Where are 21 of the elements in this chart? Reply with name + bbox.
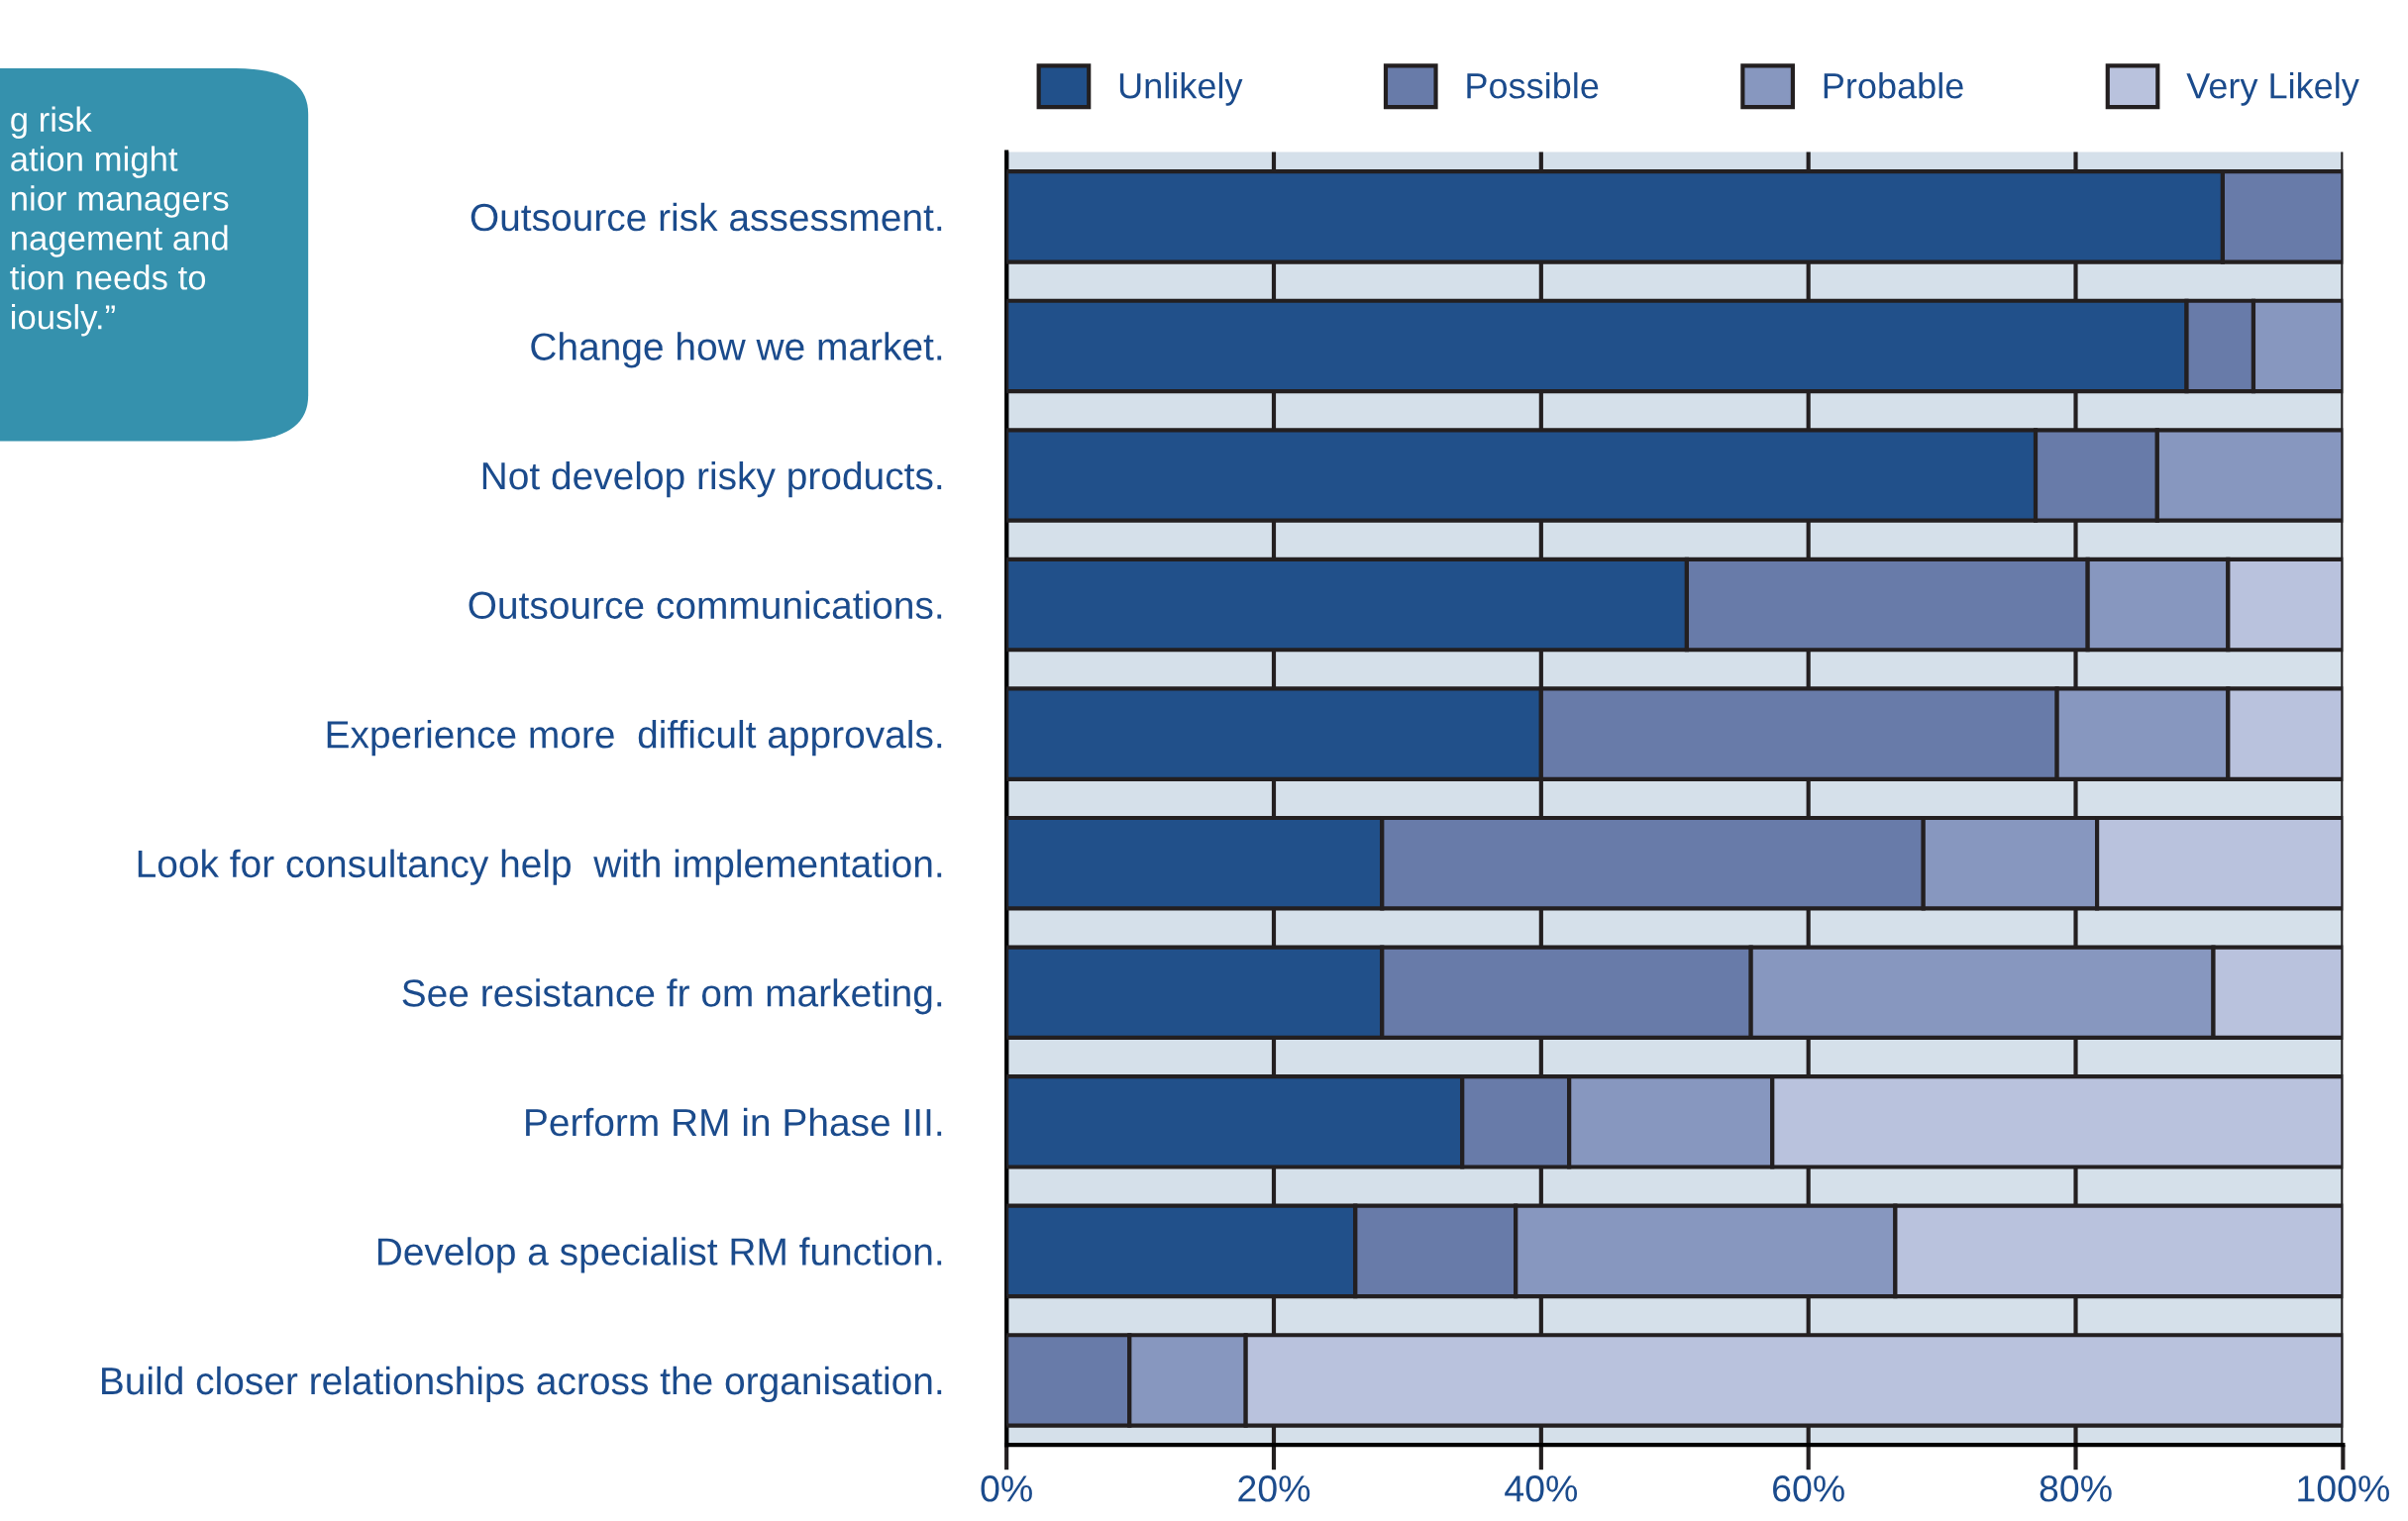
x-tick-label: 60%: [1773, 1475, 1844, 1502]
legend-label: Unlikely: [1119, 72, 1243, 106]
y-tick-label: Outsource communications.: [469, 590, 942, 620]
y-tick-label: Perform RM in Phase III.: [526, 1107, 942, 1137]
legend-label: Possible: [1467, 72, 1599, 99]
x-tick-label: 20%: [1238, 1475, 1310, 1502]
y-tick-label: Not develop risky products.: [482, 460, 942, 498]
legend-label: Probable: [1824, 72, 1963, 99]
y-tick-label: Change how we market.: [531, 332, 942, 368]
x-tick-label: 40%: [1505, 1475, 1578, 1502]
y-tick-label: Build closer relationships across the organisation.: [102, 1366, 942, 1403]
x-tick-label: 100%: [2298, 1475, 2389, 1502]
x-tick-label: 80%: [2040, 1475, 2112, 1502]
y-tick-label: Look for consultancy help with implementation.: [138, 849, 942, 885]
text: g risk ation might nior managers nagement and tion needs to iously.”: [10, 106, 229, 337]
y-tick-label: Experience more difficult approvals.: [327, 720, 942, 757]
legend-label: Very Likely: [2186, 72, 2359, 106]
y-tick-label: See resistance fr om marketing.: [402, 978, 942, 1015]
x-tick-label: 0%: [981, 1475, 1032, 1502]
y-tick-label: Develop a specialist RM function.: [377, 1237, 942, 1273]
y-tick-label: Outsource risk assessment.: [471, 202, 942, 232]
